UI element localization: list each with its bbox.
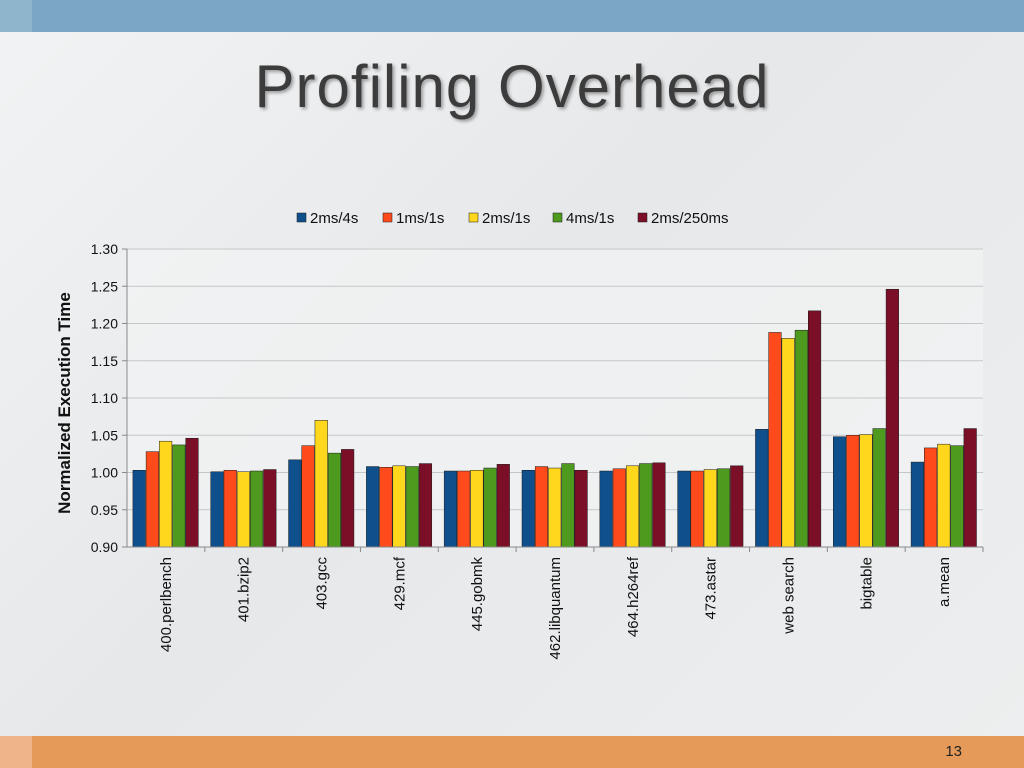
bar-4ms-1s-473-astar — [716, 468, 731, 548]
legend-swatch — [296, 212, 307, 223]
bar-2ms-4s-462-libquantum — [521, 470, 535, 548]
legend-label: 4ms/1s — [566, 210, 614, 227]
bar-2ms-250ms-web-search — [808, 310, 822, 548]
bar-2ms-4s-401-bzip2 — [210, 471, 224, 548]
legend-swatch — [382, 212, 393, 223]
legend-label: 2ms/4s — [310, 210, 358, 227]
bar-1ms-1s-464-h264ref — [612, 468, 626, 548]
bar-2ms-1s-bigtable — [859, 434, 873, 548]
bar-1ms-1s-bigtable — [846, 435, 860, 548]
bar-2ms-4s-a-mean — [910, 461, 924, 548]
bar-1ms-1s-400-perlbench — [145, 451, 159, 548]
legend-swatch — [637, 212, 648, 223]
bar-2ms-1s-473-astar — [703, 469, 717, 548]
chart-legend: 2ms/4s 1ms/1s 2ms/1s 4ms/1s 2ms/250ms — [296, 210, 729, 227]
bar-2ms-250ms-445-gobmk — [496, 464, 510, 548]
bottom-accent-bar: 13 — [0, 736, 1024, 768]
slide-title: Profiling Overhead — [254, 53, 770, 120]
x-tick-label: 464.h264ref — [625, 556, 642, 637]
x-tick-label: 400.perlbench — [158, 557, 175, 652]
legend-label: 2ms/1s — [482, 210, 530, 227]
bar-2ms-4s-429-mcf — [366, 466, 380, 548]
x-tick-label: 462.libquantum — [547, 557, 564, 660]
bar-2ms-4s-400-perlbench — [132, 470, 146, 548]
bar-1ms-1s-a-mean — [924, 447, 938, 548]
y-axis-label: Normalized Execution Time — [55, 292, 74, 514]
y-tick-label: 1.15 — [91, 353, 118, 369]
bar-2ms-4s-464-h264ref — [599, 470, 613, 548]
top-accent-corner — [0, 0, 32, 32]
y-tick-label: 1.25 — [91, 278, 118, 294]
bar-1ms-1s-429-mcf — [379, 467, 393, 548]
bottom-accent-corner — [0, 736, 32, 768]
bar-2ms-1s-a-mean — [937, 443, 951, 548]
x-tick-label: a.mean — [936, 557, 953, 607]
bar-2ms-4s-473-astar — [677, 470, 691, 548]
bar-2ms-1s-429-mcf — [392, 465, 406, 548]
bar-2ms-250ms-464-h264ref — [652, 462, 666, 548]
y-tick-label: 1.20 — [91, 316, 118, 332]
y-tick-label: 0.90 — [91, 539, 118, 555]
bar-4ms-1s-464-h264ref — [639, 463, 653, 548]
y-tick-label: 1.00 — [91, 465, 118, 481]
bar-4ms-1s-401-bzip2 — [250, 470, 264, 548]
x-tick-label: 473.astar — [703, 557, 720, 620]
bar-1ms-1s-401-bzip2 — [223, 470, 237, 548]
bar-4ms-1s-429-mcf — [405, 466, 419, 548]
x-tick-label: 445.gobmk — [469, 557, 486, 632]
bar-2ms-250ms-403-gcc — [341, 449, 355, 548]
x-tick-label: 403.gcc — [314, 557, 331, 610]
bar-4ms-1s-a-mean — [950, 445, 964, 548]
chart-axes: 0.90 0.95 1.00 1.05 1.10 1.15 1.20 1.25 1.30 Norm… — [55, 241, 984, 660]
y-tick-label: 1.10 — [91, 390, 118, 406]
bar-2ms-4s-445-gobmk — [443, 470, 458, 548]
bar-2ms-1s-464-h264ref — [625, 465, 640, 548]
x-tick-label: 401.bzip2 — [236, 557, 253, 622]
bar-4ms-1s-462-libquantum — [561, 463, 575, 548]
legend-label: 2ms/250ms — [651, 210, 729, 227]
bar-2ms-1s-web-search — [781, 338, 795, 548]
bar-2ms-250ms-429-mcf — [418, 463, 433, 548]
x-tick-label: 429.mcf — [391, 556, 408, 610]
bar-2ms-250ms-400-perlbench — [185, 437, 199, 548]
bar-4ms-1s-400-perlbench — [172, 444, 186, 548]
bar-2ms-1s-401-bzip2 — [236, 471, 250, 548]
bar-4ms-1s-bigtable — [872, 428, 886, 548]
bar-4ms-1s-403-gcc — [327, 452, 341, 548]
bar-4ms-1s-web-search — [794, 329, 808, 548]
bar-2ms-250ms-473-astar — [730, 465, 744, 548]
bar-1ms-1s-473-astar — [690, 470, 704, 548]
x-tick-label: bigtable — [858, 557, 875, 610]
bar-2ms-4s-bigtable — [833, 436, 847, 548]
legend-swatch — [468, 212, 479, 223]
y-tick-label: 1.30 — [91, 241, 118, 257]
legend-label: 1ms/1s — [396, 210, 444, 227]
bar-2ms-1s-400-perlbench — [159, 440, 173, 548]
bar-2ms-250ms-bigtable — [885, 288, 899, 548]
legend-swatch — [552, 212, 563, 223]
bar-1ms-1s-403-gcc — [301, 445, 315, 548]
bar-1ms-1s-web-search — [768, 332, 782, 548]
bar-2ms-250ms-462-libquantum — [574, 470, 588, 548]
bar-4ms-1s-445-gobmk — [483, 467, 497, 548]
bar-1ms-1s-445-gobmk — [457, 470, 471, 548]
y-tick-label: 1.05 — [91, 427, 118, 443]
bar-2ms-1s-445-gobmk — [470, 470, 484, 548]
bar-2ms-250ms-a-mean — [963, 428, 977, 548]
page-number: 13 — [945, 743, 962, 760]
bar-2ms-1s-403-gcc — [314, 420, 328, 548]
x-tick-label: web search — [780, 557, 797, 635]
bar-2ms-4s-403-gcc — [288, 459, 302, 548]
bar-2ms-4s-web-search — [755, 429, 769, 548]
y-tick-label: 0.95 — [91, 502, 118, 518]
top-accent-bar — [0, 0, 1024, 32]
bar-1ms-1s-462-libquantum — [534, 466, 549, 548]
bar-2ms-1s-462-libquantum — [548, 467, 562, 548]
bar-2ms-250ms-401-bzip2 — [263, 469, 277, 548]
